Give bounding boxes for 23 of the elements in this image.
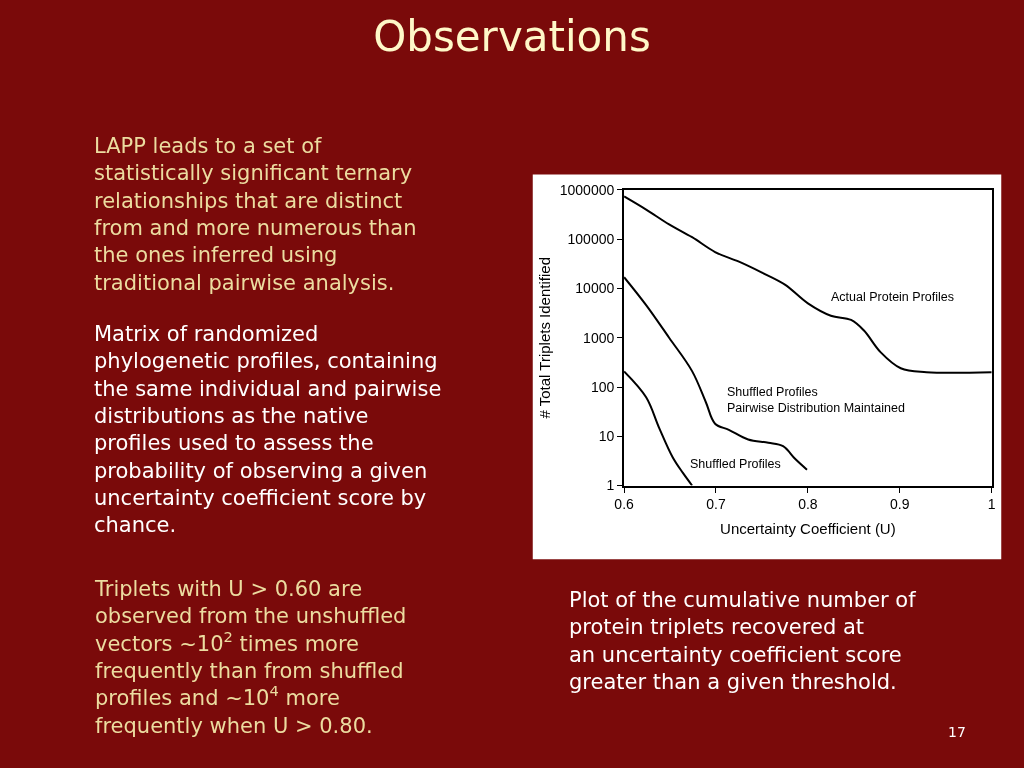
chart-title: Observations [373, 12, 651, 62]
text: LAPP leads to a set of statistically significant ternary relationships that are distinct from and more numerous than the ones inferred using traditional pairwise analysis. [94, 134, 417, 295]
x-axis-title: Uncertainty Coefficient (U) [720, 519, 896, 537]
text: Matrix of randomized phylogenetic profiles, containing the same individual and pairwise distributions as the native profiles used to assess the probability of observing a given uncertainty coefficient score by chance. [94, 322, 442, 538]
y-tick-label: 1 [606, 477, 615, 494]
y-tick-label: 1000000 [559, 181, 615, 198]
text: Triplets with U > 0.60 are observed from the unshuffled vectors ~10$^{2}$ times more frequently than from shuffled profiles and ~10$^{4}$ more frequently when U > 0.80. [95, 577, 407, 738]
y-tick-label: 1000 [583, 329, 615, 346]
annotation: Actual Protein Profiles [831, 290, 954, 304]
y-tick-label: 10 [598, 428, 615, 445]
x-tick-label: 0.6 [614, 496, 635, 513]
text: 17 [948, 724, 966, 740]
y-tick-label: 100000 [567, 231, 615, 248]
x-tick-label: 0.9 [890, 496, 910, 513]
y-tick-label: 10000 [575, 280, 615, 297]
x-tick-label: 0.7 [706, 496, 726, 513]
annotation: Shuffled Profiles [690, 457, 781, 471]
y-tick-label: 100 [590, 378, 615, 395]
annotation: Shuffled Profiles Pairwise Distribution Maintained [727, 385, 905, 416]
text: Plot of the cumulative number of protein triplets recovered at an uncertainty coefficient score greater than a given threshold. [569, 588, 917, 694]
x-tick-label: 0.8 [798, 496, 818, 513]
y-axis-title: # Total Triplets Identified [535, 257, 553, 419]
x-tick-label: 1 [987, 496, 996, 513]
